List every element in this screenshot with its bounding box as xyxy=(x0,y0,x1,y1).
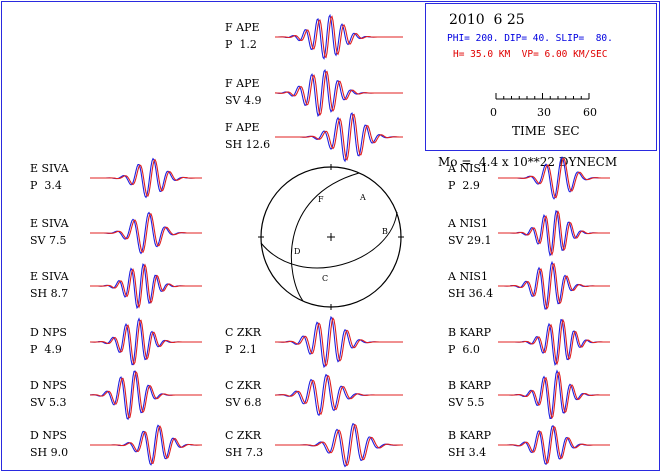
nodal-plane-1 xyxy=(290,172,360,302)
station-label: C ZKR xyxy=(225,379,262,392)
phase-amplitude-label: SV 7.5 xyxy=(30,234,67,247)
phase-amplitude-label: P 1.2 xyxy=(225,38,257,51)
synthetic-waveform xyxy=(275,374,403,415)
synthetic-waveform xyxy=(498,157,610,199)
phase-amplitude-label: P 2.9 xyxy=(448,179,480,192)
phase-amplitude-label: P 6.0 xyxy=(448,343,480,356)
station-label: B KARP xyxy=(448,326,491,339)
phase-amplitude-label: SH 9.0 xyxy=(30,446,69,459)
synthetic-waveform xyxy=(90,158,202,197)
station-label: A NIS1 xyxy=(448,217,488,230)
phase-amplitude-label: SH 36.4 xyxy=(448,287,494,300)
scale-unit-label: TIME SEC xyxy=(512,124,580,138)
phase-amplitude-label: SV 5.5 xyxy=(448,396,485,409)
synthetic-waveform xyxy=(498,210,610,256)
station-label: D NPS xyxy=(30,326,67,339)
phase-amplitude-label: P 3.4 xyxy=(30,179,62,192)
station-label: F APE xyxy=(225,121,260,134)
focal-station-label: D xyxy=(294,247,301,256)
station-label: D NPS xyxy=(30,429,67,442)
synthetic-waveform xyxy=(90,263,202,309)
station-label: C ZKR xyxy=(225,429,262,442)
station-label: E SIVA xyxy=(30,217,69,230)
station-label: E SIVA xyxy=(30,162,69,175)
focal-station-label: F xyxy=(318,195,324,204)
phase-amplitude-label: SV 29.1 xyxy=(448,234,492,247)
synthetic-waveform xyxy=(498,262,610,310)
station-label: B KARP xyxy=(448,379,491,392)
station-label: F APE xyxy=(225,77,260,90)
phase-amplitude-label: P 2.1 xyxy=(225,343,257,356)
synthetic-waveform xyxy=(498,318,610,366)
scale-tick-0: 0 xyxy=(490,106,497,119)
fault-parameters: PHI= 200. DIP= 40. SLIP= 80. xyxy=(447,33,613,44)
station-label: A NIS1 xyxy=(448,162,488,175)
station-label: B KARP xyxy=(448,429,491,442)
synthetic-waveform xyxy=(275,113,403,161)
phase-amplitude-label: SH 12.6 xyxy=(225,138,271,151)
phase-amplitude-label: SH 7.3 xyxy=(225,446,264,459)
phase-amplitude-label: SV 4.9 xyxy=(225,94,262,107)
synthetic-waveform xyxy=(90,319,202,366)
event-date: 2010 6 25 xyxy=(449,12,525,28)
phase-amplitude-label: SV 5.3 xyxy=(30,396,67,409)
station-label: D NPS xyxy=(30,379,67,392)
station-label: C ZKR xyxy=(225,326,262,339)
synthetic-waveform xyxy=(275,15,403,59)
info-box xyxy=(425,3,657,151)
synthetic-waveform xyxy=(498,371,610,420)
station-label: A NIS1 xyxy=(448,270,488,283)
focal-station-label: A xyxy=(360,193,366,202)
seismic-moment: Mo = 4.4 x 10**22 DYNECM xyxy=(438,155,618,169)
phase-amplitude-label: SV 6.8 xyxy=(225,396,262,409)
nodal-plane-2 xyxy=(260,211,398,269)
focal-station-label: B xyxy=(382,227,388,236)
station-label: F APE xyxy=(225,21,260,34)
focal-mechanism xyxy=(258,164,404,310)
station-label: E SIVA xyxy=(30,270,69,283)
depth-velocity: H= 35.0 KM VP= 6.00 KM/SEC xyxy=(453,49,608,60)
scale-tick-60: 60 xyxy=(583,106,597,119)
phase-amplitude-label: SH 3.4 xyxy=(448,446,487,459)
synthetic-waveform xyxy=(90,370,202,419)
synthetic-waveform xyxy=(90,213,202,253)
scale-tick-30: 30 xyxy=(537,106,551,119)
synthetic-waveform xyxy=(275,423,403,467)
focal-station-label: C xyxy=(322,274,329,283)
synthetic-waveform xyxy=(90,425,202,464)
synthetic-waveform xyxy=(498,425,610,465)
synthetic-waveform xyxy=(275,70,403,117)
time-scale-bar xyxy=(495,93,590,100)
phase-amplitude-label: SH 8.7 xyxy=(30,287,69,300)
synthetic-waveform xyxy=(275,317,403,367)
waveforms xyxy=(89,13,610,468)
phase-amplitude-label: P 4.9 xyxy=(30,343,62,356)
